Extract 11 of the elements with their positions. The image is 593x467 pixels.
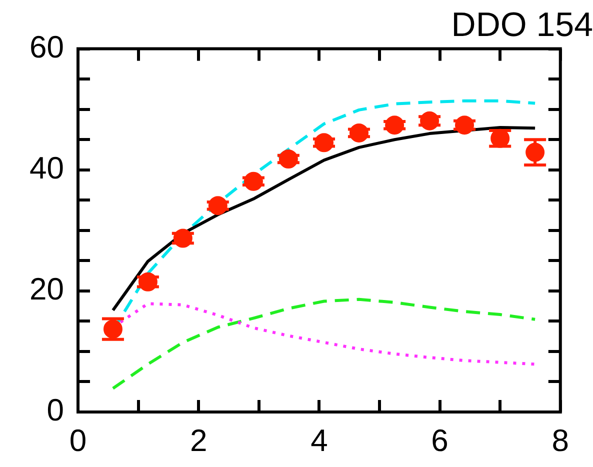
x-tick-label: 4	[310, 423, 328, 458]
y-tick-label: 20	[30, 271, 64, 306]
x-tick-label: 2	[190, 423, 208, 458]
y-tick-label: 60	[30, 29, 64, 64]
x-tick-label: 6	[431, 423, 448, 458]
x-tick-label: 0	[69, 423, 87, 458]
line-series	[111, 298, 537, 390]
y-tick-label: 0	[46, 392, 64, 428]
x-tick-label: 8	[552, 423, 570, 458]
chart-title: DDO 154	[451, 6, 593, 44]
y-tick-label: 40	[30, 150, 64, 186]
